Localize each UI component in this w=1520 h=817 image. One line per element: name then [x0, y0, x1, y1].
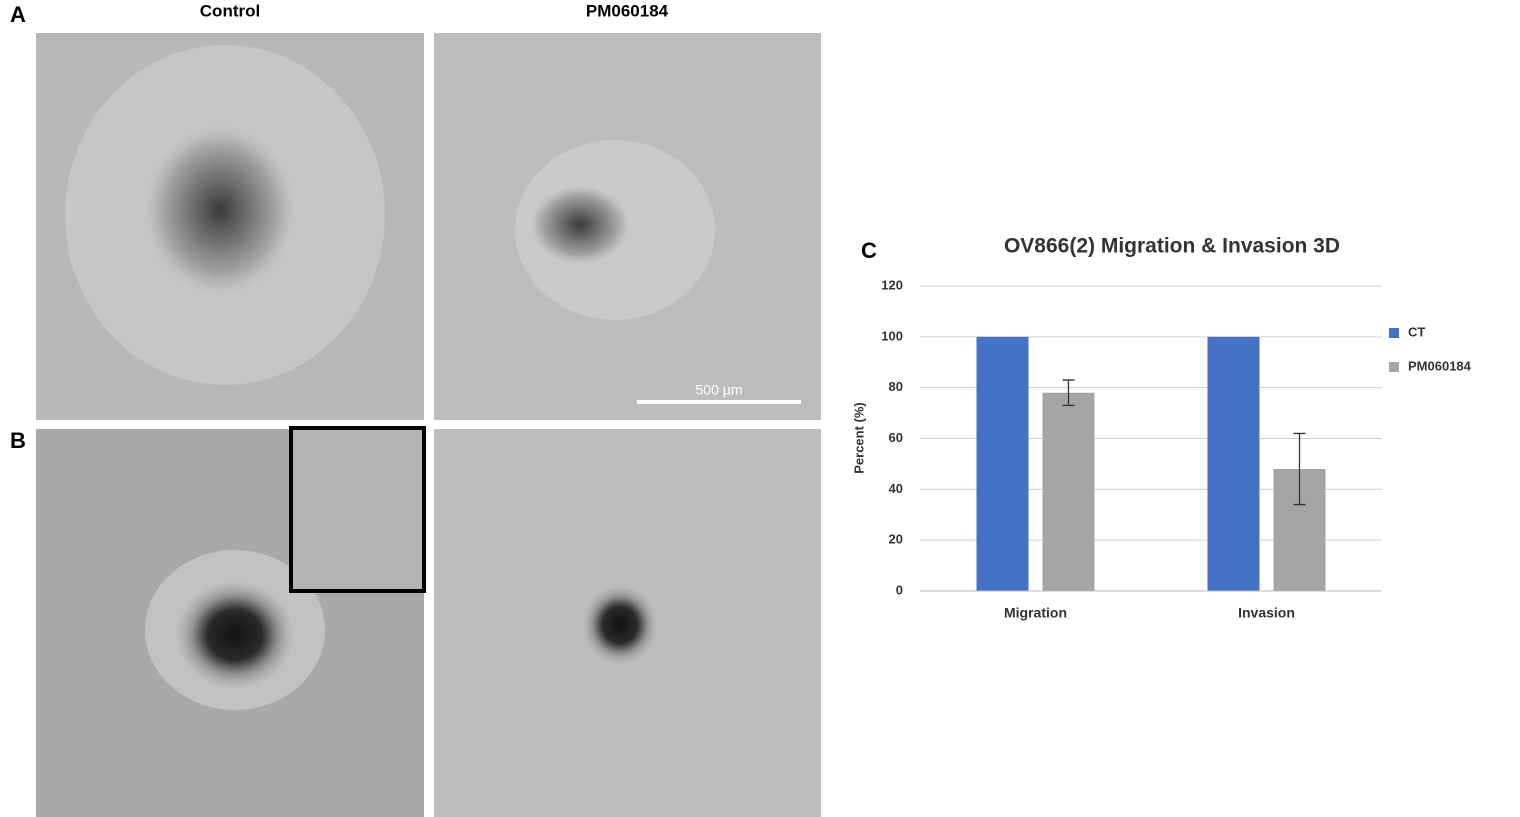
bar	[976, 336, 1029, 591]
micrograph: 500 µm	[434, 33, 821, 420]
legend-label: CT	[1408, 324, 1425, 339]
y-tick-label: 80	[889, 379, 903, 394]
legend-swatch	[1389, 328, 1399, 338]
y-axis-label: Percent (%)	[851, 402, 866, 474]
bar	[1207, 336, 1260, 591]
micrograph	[36, 33, 424, 420]
bar	[1042, 392, 1095, 591]
y-tick-label: 40	[889, 481, 903, 496]
micrograph	[434, 429, 821, 817]
error-bar	[1062, 379, 1075, 407]
legend-label: PM060184	[1408, 358, 1472, 373]
legend-swatch	[1389, 362, 1399, 372]
scale-bar-label: 500 µm	[696, 382, 743, 398]
y-tick-label: 60	[889, 430, 903, 445]
y-tick-label: 100	[881, 328, 903, 343]
x-tick-label: Invasion	[1238, 605, 1295, 621]
y-tick-label: 20	[889, 532, 903, 547]
error-bar	[1293, 432, 1306, 506]
column-title: Control	[200, 1, 260, 20]
micrograph	[36, 426, 426, 817]
chart: OV866(2) Migration & Invasion 3D Percent…	[851, 235, 1471, 621]
chart-title: OV866(2) Migration & Invasion 3D	[1004, 235, 1340, 258]
panel-label: A	[10, 2, 26, 27]
panel-label: B	[10, 428, 26, 453]
y-tick-label: 0	[896, 582, 903, 597]
column-title: PM060184	[586, 1, 669, 20]
x-tick-label: Migration	[1004, 605, 1067, 621]
panel-label: C	[861, 238, 877, 263]
y-tick-label: 120	[881, 277, 903, 292]
